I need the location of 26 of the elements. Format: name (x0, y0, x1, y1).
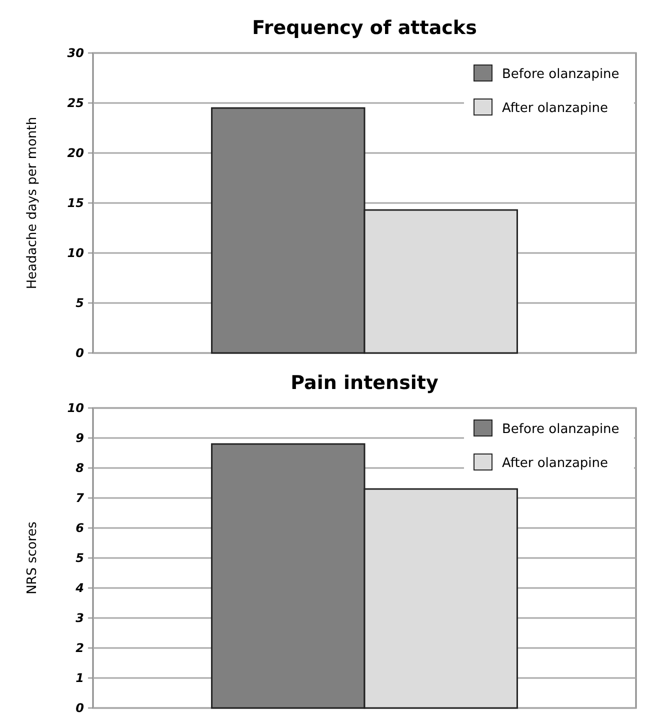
chart-title: Pain intensity (290, 372, 439, 394)
y-tick-label: 1 (76, 671, 84, 686)
y-tick-label: 5 (76, 296, 84, 310)
y-tick-label: 0 (76, 701, 84, 716)
y-tick-label: 4 (74, 581, 84, 596)
y-tick-label: 6 (76, 521, 84, 536)
y-tick-label: 7 (76, 491, 85, 506)
y-tick-label: 10 (67, 246, 84, 260)
y-tick-label: 25 (67, 96, 84, 110)
y-tick-label: 8 (76, 461, 84, 476)
chart-title: Frequency of attacks (252, 17, 477, 39)
y-tick-label: 5 (76, 551, 84, 566)
y-tick-label: 30 (67, 46, 84, 60)
y-tick-label: 15 (67, 196, 84, 210)
y-axis-title: Headache days per month (25, 116, 40, 290)
y-axis-title: NRS scores (25, 521, 40, 594)
y-tick-label: 0 (76, 346, 84, 360)
legend-label: After olanzapine (502, 456, 608, 471)
legend-label: Before olanzapine (502, 67, 620, 82)
y-tick-label: 3 (76, 611, 84, 626)
legend-label: Before olanzapine (502, 422, 620, 437)
legend-label: After olanzapine (502, 101, 608, 116)
y-tick-label: 20 (67, 146, 84, 160)
y-tick-label: 2 (76, 641, 84, 656)
y-tick-label: 9 (76, 431, 84, 446)
y-tick-label: 10 (67, 401, 84, 416)
